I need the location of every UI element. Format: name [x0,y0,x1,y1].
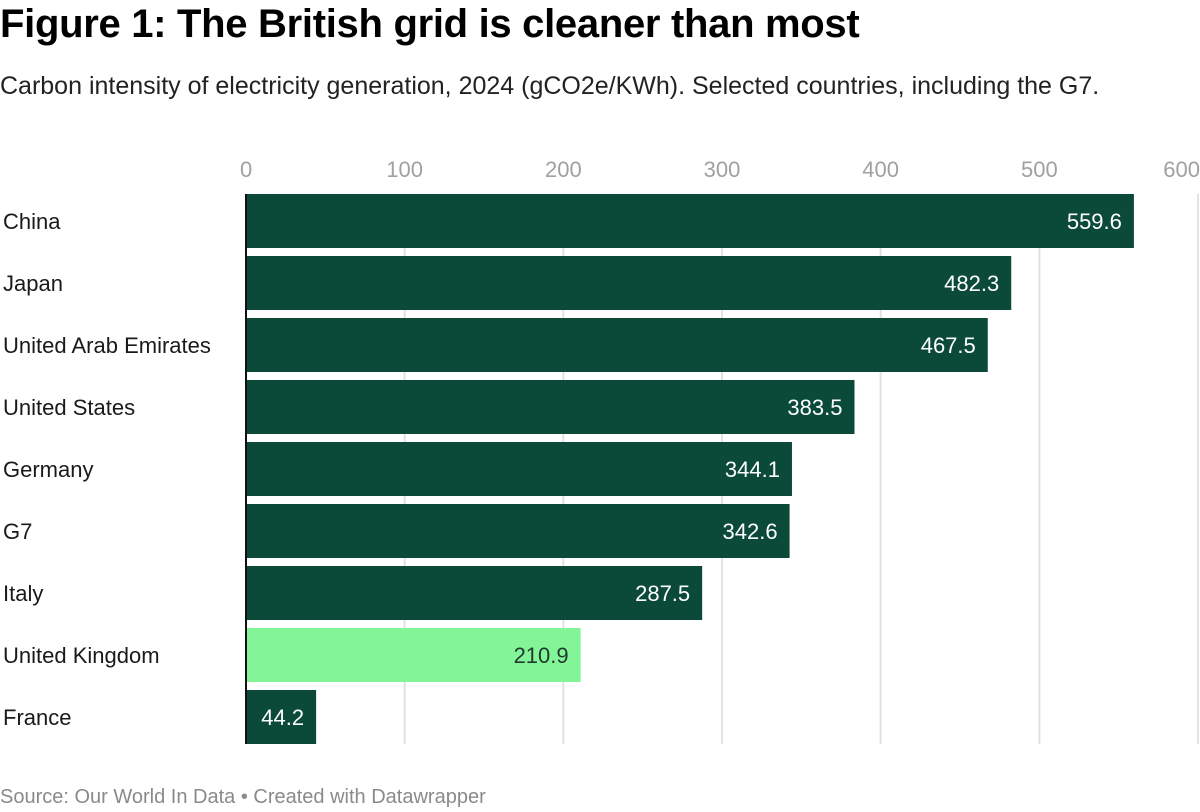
value-label: 383.5 [787,395,842,420]
bar [246,566,703,620]
bar-chart: 0 100 200 300 400 500 600 China Japan United Ara… [3,157,1200,744]
x-tick-label: 100 [386,157,423,182]
x-tick-label: 300 [704,157,741,182]
category-label: France [3,705,71,730]
chart-title: Figure 1: The British grid is cleaner th… [0,2,860,46]
bar [246,318,988,372]
value-label: 210.9 [514,643,569,668]
bar [246,690,317,744]
x-axis-ticks: 0 100 200 300 400 500 600 [240,157,1200,182]
category-label: Japan [3,271,63,296]
x-tick-label: 0 [240,157,252,182]
value-label: 287.5 [635,581,690,606]
category-labels: China Japan United Arab Emirates United Sta… [3,209,211,730]
bars [246,194,1134,744]
value-label: 344.1 [725,457,780,482]
bar [246,194,1134,248]
x-tick-label: 200 [545,157,582,182]
value-label: 342.6 [723,519,778,544]
bar [246,628,581,682]
value-label: 482.3 [944,271,999,296]
bar [246,442,792,496]
x-tick-label: 500 [1021,157,1058,182]
category-label: United Arab Emirates [3,333,211,358]
bar [246,256,1012,310]
category-label: United Kingdom [3,643,160,668]
category-label: G7 [3,519,32,544]
category-label: China [3,209,61,234]
value-label: 467.5 [921,333,976,358]
x-tick-label: 400 [862,157,899,182]
value-label: 44.2 [261,705,304,730]
value-labels: 559.6 482.3 467.5 383.5 344.1 342.6 287.5 210.9… [261,209,1122,730]
chart-subtitle: Carbon intensity of electricity generati… [0,72,1100,100]
bar [246,504,790,558]
value-label: 559.6 [1067,209,1122,234]
bar [246,380,855,434]
category-label: Germany [3,457,93,482]
category-label: Italy [3,581,43,606]
category-label: United States [3,395,135,420]
source-footer: Source: Our World In Data • Created with… [0,786,486,808]
x-tick-label: 600 [1163,157,1200,182]
